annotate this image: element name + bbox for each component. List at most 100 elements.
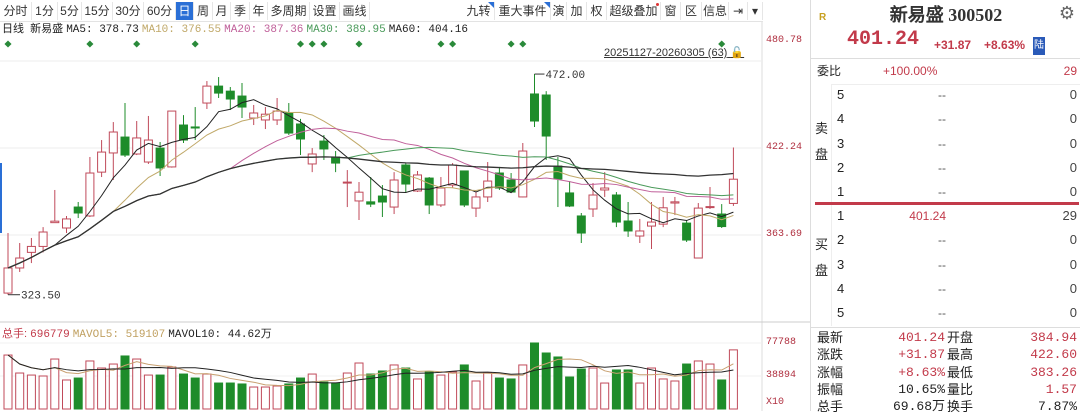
volume-bar xyxy=(132,358,142,410)
tab-分时[interactable]: 分时 xyxy=(0,2,32,20)
tab-季[interactable]: 季 xyxy=(231,2,250,20)
stats-row: 最新 401.24 开盘 384.94 xyxy=(811,329,1080,347)
volume-bar xyxy=(424,371,434,410)
gear-icon[interactable]: ⚙ xyxy=(1058,3,1075,23)
volume-tick: 38894 xyxy=(766,370,797,381)
volume-bar xyxy=(202,373,212,410)
volume-bar xyxy=(26,374,36,410)
stat-label: 最高 xyxy=(947,347,974,363)
r-badge: R xyxy=(819,12,827,23)
tool-⇥[interactable]: ⇥ xyxy=(729,2,748,20)
volume-bar xyxy=(97,367,107,410)
buy-level-row: 1 401.24 29 xyxy=(811,207,1080,225)
buy-side-label: 买盘 xyxy=(815,237,829,278)
price-tick: 422.24 xyxy=(766,142,803,153)
stock-title: 新易盛 300502 xyxy=(889,5,1003,25)
ma10-line xyxy=(7,109,734,269)
candle-body xyxy=(342,181,352,184)
tab-多周期[interactable]: 多周期 xyxy=(268,2,310,20)
tool-窗[interactable]: 窗 xyxy=(661,2,681,20)
candle-body xyxy=(225,90,235,100)
volume-bar xyxy=(342,372,352,410)
mavol10-value: 44.62万 xyxy=(227,329,272,341)
tool-九转[interactable]: 九转 xyxy=(463,2,495,20)
sell-level-row: 4 -- 0 xyxy=(811,110,1080,128)
volume-bar xyxy=(108,363,118,410)
sell-level-row: 3 -- 0 xyxy=(811,135,1080,153)
candle-body xyxy=(143,139,153,163)
candle-body xyxy=(541,94,551,137)
event-marker-icon xyxy=(4,40,12,48)
tab-30分[interactable]: 30分 xyxy=(113,2,144,20)
tool-加[interactable]: 加 xyxy=(567,2,587,20)
weibi-row: 委比 +100.00% 29 xyxy=(811,62,1080,80)
lock-icon[interactable]: 🔓 xyxy=(730,47,745,59)
tab-周[interactable]: 周 xyxy=(194,2,213,20)
tab-画线[interactable]: 画线 xyxy=(340,2,370,20)
tab-60分[interactable]: 60分 xyxy=(144,2,176,20)
candle-body xyxy=(62,218,71,229)
level-number: 4 xyxy=(837,111,845,127)
candle-body xyxy=(389,179,399,208)
tab-1分[interactable]: 1分 xyxy=(32,2,58,20)
volume-bar xyxy=(155,374,165,410)
ma60-label: MA60: xyxy=(388,24,422,36)
volume-bar xyxy=(600,382,610,410)
stat-value: 383.26 xyxy=(1030,364,1077,380)
candle-body xyxy=(38,231,48,247)
quote-header: R 新易盛 300502 ⚙ xyxy=(811,3,1080,28)
ma30-value: 389.95 xyxy=(346,24,386,36)
stat-label: 开盘 xyxy=(947,330,974,345)
level-volume: 0 xyxy=(1069,256,1077,272)
tool-演[interactable]: 演 xyxy=(551,2,567,20)
event-marker-icon xyxy=(320,40,328,48)
level-number: 4 xyxy=(837,280,845,296)
tool-区[interactable]: 区 xyxy=(681,2,702,20)
volume-bar xyxy=(389,364,399,410)
volume-bar xyxy=(459,364,469,410)
level-volume: 0 xyxy=(1069,159,1077,175)
volume-bar xyxy=(588,367,598,410)
stat-value: 1.57 xyxy=(1045,381,1077,397)
tool-超级叠加[interactable]: 超级叠加 xyxy=(607,2,661,20)
stat-label: 最低 xyxy=(947,364,974,380)
volume-bar xyxy=(717,379,727,410)
tab-日[interactable]: 日 xyxy=(176,2,194,20)
stat-value: 422.60 xyxy=(1030,347,1077,363)
tab-5分[interactable]: 5分 xyxy=(58,2,82,20)
tool-▾[interactable]: ▾ xyxy=(748,2,763,20)
candle-body xyxy=(518,150,528,198)
level-price: -- xyxy=(938,136,946,151)
tab-月[interactable]: 月 xyxy=(213,2,231,20)
tool-重大事件[interactable]: 重大事件 xyxy=(495,2,551,20)
level-volume: 0 xyxy=(1069,135,1077,151)
volume-bar xyxy=(3,354,13,410)
mavol10-label: MAVOL10: xyxy=(168,329,222,341)
candle-body xyxy=(272,110,282,121)
market-tag[interactable]: 陆 xyxy=(1033,37,1045,55)
tab-15分[interactable]: 15分 xyxy=(82,2,113,20)
level-number: 2 xyxy=(837,232,845,248)
tab-设置[interactable]: 设置 xyxy=(310,2,340,20)
kline-chart[interactable]: 472.00 323.50 xyxy=(0,0,810,411)
tool-权[interactable]: 权 xyxy=(587,2,607,20)
volume-bar xyxy=(15,372,25,410)
level-number: 1 xyxy=(837,208,845,223)
period-toolbar: 分时 1分 5分 15分 30分 60分日周月季年多周期 设置 画线 九转 重大事件演加权超级叠加… xyxy=(0,0,763,22)
level-price: -- xyxy=(938,306,946,321)
level-volume: 0 xyxy=(1069,87,1077,102)
candle-body xyxy=(436,187,446,206)
tool-信息[interactable]: 信息 xyxy=(702,2,729,20)
date-range-label[interactable]: 20251127-20260305 (63) 🔓 xyxy=(604,46,744,59)
book-divider xyxy=(815,202,1079,205)
volume-bar xyxy=(73,377,83,410)
volume-bar xyxy=(623,369,633,410)
volume-bar xyxy=(483,372,493,410)
volume-bar xyxy=(728,349,738,410)
volume-bar xyxy=(670,380,680,410)
total-volume-value: 696779 xyxy=(30,329,70,341)
candle-body xyxy=(635,230,645,237)
candle-body xyxy=(471,196,481,209)
volume-bar xyxy=(377,370,387,410)
tab-年[interactable]: 年 xyxy=(250,2,268,20)
